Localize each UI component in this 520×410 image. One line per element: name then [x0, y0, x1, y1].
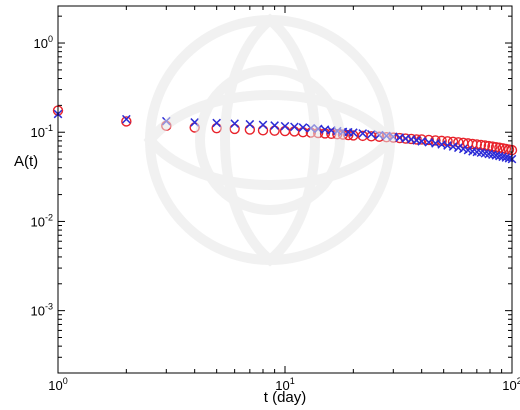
y-axis-label: A(t)	[14, 153, 38, 170]
data-point-x	[501, 153, 511, 162]
x-tick-label: 102	[502, 376, 520, 393]
data-point-circle	[479, 140, 491, 151]
y-tick-label: 10-1	[31, 123, 53, 140]
data-point-circle	[475, 139, 487, 151]
data-point-circle	[471, 139, 483, 150]
plot-background	[58, 6, 512, 373]
data-point-circle	[121, 116, 132, 127]
data-point-x	[122, 114, 131, 124]
plot-frame	[57, 5, 513, 374]
data-point-x	[417, 137, 426, 146]
data-point-x	[453, 143, 463, 153]
x-ticks: 100 101 102	[48, 6, 520, 393]
data-point-x	[498, 152, 508, 162]
x-tick-label: 101	[275, 376, 294, 393]
x-tick-label: 100	[48, 376, 67, 393]
y-tick-label: 10-2	[31, 212, 53, 229]
y-ticks: 10-3 10-2 10-1 100	[31, 15, 512, 374]
y-tick-label: 10-3	[31, 302, 53, 319]
y-tick-label: 100	[34, 34, 53, 51]
data-point-circle	[423, 134, 434, 146]
x-axis-label: t (day)	[264, 389, 307, 406]
data-point-x	[424, 138, 434, 147]
